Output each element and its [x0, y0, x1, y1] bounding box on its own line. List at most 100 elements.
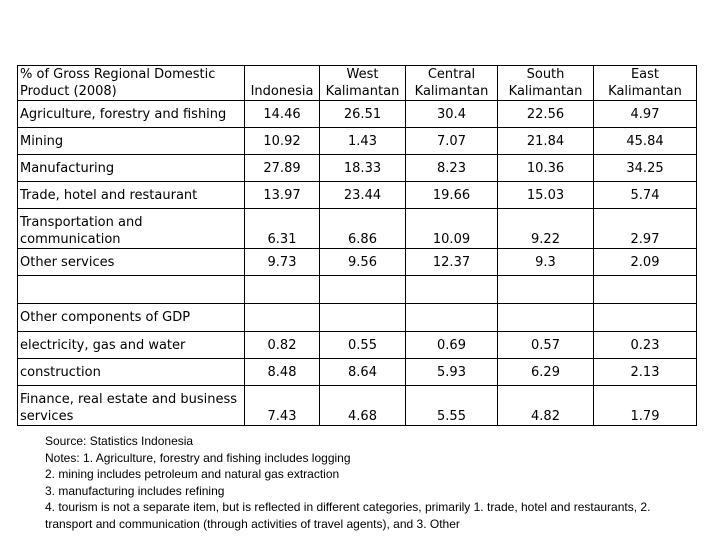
row-label: electricity, gas and water: [17, 331, 245, 359]
row-label: Mining: [17, 127, 245, 155]
row-label: Other services: [17, 248, 245, 276]
value-cell: 10.09: [405, 208, 498, 249]
table-row: [17, 275, 697, 304]
value-cell: 0.57: [497, 331, 594, 359]
value-cell: 7.43: [244, 385, 320, 426]
value-cell: 34.25: [593, 154, 697, 182]
value-cell: 0.23: [593, 331, 697, 359]
value-cell: 5.74: [593, 181, 697, 209]
table-row: Agriculture, forestry and fishing 14.46 26…: [17, 100, 697, 128]
value-cell: 2.09: [593, 248, 697, 276]
row-label: Trade, hotel and restaurant: [17, 181, 245, 209]
row-label: Agriculture, forestry and fishing: [17, 100, 245, 128]
value-cell: [593, 275, 697, 304]
value-cell: 14.46: [244, 100, 320, 128]
gdp-table: % of Gross Regional Domestic Product (200…: [17, 65, 697, 426]
value-cell: 9.56: [319, 248, 406, 276]
cell-line: Other components of GDP: [20, 310, 191, 325]
value-cell: 15.03: [497, 181, 594, 209]
cell-line: Mining: [20, 133, 64, 149]
cell-line: % of Gross Regional Domestic: [20, 67, 216, 82]
value-cell: [244, 275, 320, 304]
note-line: Notes: 1. Agriculture, forestry and fish…: [45, 450, 351, 465]
value-cell: 7.07: [405, 127, 498, 155]
cell-line: Manufacturing: [20, 160, 115, 176]
value-cell: 6.31: [244, 208, 320, 249]
row-label: [17, 275, 245, 304]
table-row: Other services 9.73 9.56 12.37 9.3 2.09: [17, 248, 697, 276]
value-cell: 27.89: [244, 154, 320, 182]
source-notes: Source: Statistics Indonesia Notes: 1. Ag…: [45, 433, 685, 532]
value-cell: 6.29: [497, 358, 594, 386]
value-cell: 30.4: [405, 100, 498, 128]
column-header: South Kalimantan: [497, 65, 594, 101]
value-cell: [319, 303, 406, 332]
value-cell: [497, 275, 594, 304]
value-cell: 22.56: [497, 100, 594, 128]
note-line: 4. tourism is not a separate item, but i…: [45, 500, 651, 531]
value-cell: 2.97: [593, 208, 697, 249]
header-row: % of Gross Regional Domestic Product (200…: [17, 65, 697, 101]
value-cell: 9.73: [244, 248, 320, 276]
cell-line: Kalimantan: [414, 84, 489, 99]
value-cell: 5.93: [405, 358, 498, 386]
cell-line: construction: [20, 364, 101, 380]
table-row: electricity, gas and water 0.82 0.55 0.69 0.…: [17, 331, 697, 359]
table-row: Transportation and communication 6.31 6.86 1…: [17, 208, 697, 249]
cell-line: South: [526, 67, 565, 82]
cell-line: Kalimantan: [608, 84, 682, 99]
cell-line: Kalimantan: [508, 84, 583, 99]
value-cell: 26.51: [319, 100, 406, 128]
cell-line: Indonesia: [250, 84, 314, 99]
row-label: construction: [17, 358, 245, 386]
value-cell: 10.92: [244, 127, 320, 155]
table-row: Finance, real estate and business service…: [17, 385, 697, 426]
cell-line: communication: [20, 232, 121, 247]
value-cell: 8.48: [244, 358, 320, 386]
row-label: Transportation and communication: [17, 208, 245, 249]
value-cell: 2.13: [593, 358, 697, 386]
cell-line: Central: [427, 67, 476, 82]
value-cell: 5.55: [405, 385, 498, 426]
table-row: Manufacturing 27.89 18.33 8.23 10.36 34.25: [17, 154, 697, 182]
value-cell: 21.84: [497, 127, 594, 155]
value-cell: 0.69: [405, 331, 498, 359]
value-cell: 8.23: [405, 154, 498, 182]
column-header: East Kalimantan: [593, 65, 697, 101]
cell-line: Finance, real estate and business: [20, 392, 238, 407]
row-label: Other components of GDP: [17, 303, 245, 332]
column-header: West Kalimantan: [319, 65, 406, 101]
value-cell: 6.86: [319, 208, 406, 249]
table-row: construction 8.48 8.64 5.93 6.29 2.13: [17, 358, 697, 386]
value-cell: 0.82: [244, 331, 320, 359]
value-cell: 13.97: [244, 181, 320, 209]
cell-line: electricity, gas and water: [20, 337, 186, 353]
value-cell: 12.37: [405, 248, 498, 276]
value-cell: [405, 275, 498, 304]
row-label: Finance, real estate and business service…: [17, 385, 245, 426]
value-cell: [593, 303, 697, 332]
cell-line: Trade, hotel and restaurant: [20, 187, 198, 203]
cell-line: East: [630, 67, 660, 82]
cell-line: West: [346, 67, 379, 82]
value-cell: 45.84: [593, 127, 697, 155]
value-cell: [405, 303, 498, 332]
column-header: Central Kalimantan: [405, 65, 498, 101]
column-header: Indonesia: [244, 65, 320, 101]
cell-line: Agriculture, forestry and fishing: [20, 106, 227, 122]
value-cell: 23.44: [319, 181, 406, 209]
table-row: Mining 10.92 1.43 7.07 21.84 45.84: [17, 127, 697, 155]
value-cell: 4.82: [497, 385, 594, 426]
value-cell: 9.22: [497, 208, 594, 249]
cell-line: services: [20, 409, 74, 424]
value-cell: 19.66: [405, 181, 498, 209]
value-cell: 0.55: [319, 331, 406, 359]
table-row: Trade, hotel and restaurant 13.97 23.44 19.…: [17, 181, 697, 209]
value-cell: [244, 303, 320, 332]
value-cell: 4.97: [593, 100, 697, 128]
header-label: % of Gross Regional Domestic Product (200…: [17, 65, 245, 101]
value-cell: 9.3: [497, 248, 594, 276]
value-cell: 1.43: [319, 127, 406, 155]
value-cell: 10.36: [497, 154, 594, 182]
note-line: 2. mining includes petroleum and natural…: [45, 467, 340, 481]
